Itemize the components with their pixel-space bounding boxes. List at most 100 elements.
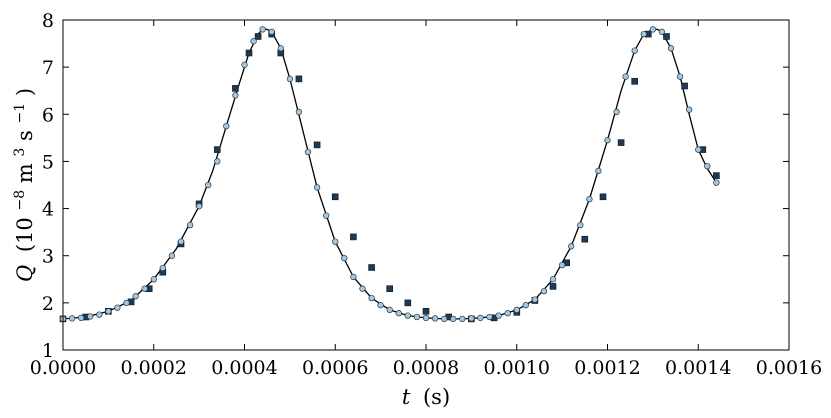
circle-marker (595, 167, 602, 175)
x-axis-unit: (s) (423, 385, 450, 409)
y-tick-label: 1 (42, 340, 54, 362)
square-marker (549, 283, 557, 290)
circle-marker (332, 238, 339, 245)
square-marker (617, 139, 625, 146)
plot-area (59, 26, 720, 323)
circle-marker (431, 315, 439, 322)
circle-marker (223, 122, 230, 130)
circle-marker (132, 293, 139, 300)
circle-marker (468, 315, 475, 322)
circle-marker (141, 285, 148, 292)
circle-marker (186, 221, 194, 229)
y-axis-symbol: Q (13, 265, 37, 282)
y-axis-label: Q (10 −8 m 3 s −1 ) (5, 88, 37, 282)
y-axis-unit-exp3: −1 (12, 103, 28, 124)
x-tick-label: 0.0012 (574, 357, 640, 379)
circle-marker (486, 313, 493, 321)
square-marker (713, 172, 720, 179)
circle-marker (368, 294, 375, 302)
y-tick-label: 2 (42, 293, 54, 315)
circle-marker (649, 26, 657, 33)
circle-marker (513, 306, 520, 314)
circle-marker (667, 45, 675, 52)
y-axis-unit-exp: −8 (12, 190, 28, 211)
circle-marker (522, 302, 529, 309)
circle-marker (631, 47, 638, 54)
circle-marker (232, 92, 239, 99)
circle-marker (586, 195, 593, 203)
circle-marker (68, 315, 76, 322)
circle-marker (395, 310, 402, 317)
y-tick-label: 8 (42, 10, 54, 32)
square-marker (214, 146, 221, 153)
y-tick-label: 5 (42, 151, 54, 173)
square-marker (350, 233, 357, 241)
y-axis-unit-end: ) (13, 88, 37, 96)
circle-marker (304, 148, 312, 156)
circle-marker (704, 162, 711, 170)
circle-marker (441, 315, 448, 323)
circle-marker (87, 313, 94, 320)
circle-marker (205, 181, 212, 189)
x-tick-label: 0.0014 (665, 357, 731, 379)
circle-marker (241, 61, 248, 68)
circle-marker (604, 137, 611, 144)
circle-marker (695, 146, 702, 153)
circle-marker (404, 312, 411, 319)
x-tick-label: 0.0006 (302, 357, 368, 379)
circle-marker (323, 212, 330, 219)
circle-marker (568, 243, 575, 250)
circle-marker (286, 75, 294, 83)
circle-marker (350, 273, 357, 281)
plot-frame (62, 19, 790, 351)
circle-marker (123, 299, 130, 307)
circle-marker (250, 38, 257, 45)
circle-marker (477, 314, 484, 322)
circle-marker (459, 315, 466, 323)
square-marker (631, 78, 639, 85)
circle-marker (549, 276, 557, 283)
circle-marker (531, 296, 539, 303)
circle-marker (159, 264, 166, 272)
circle-marker (495, 312, 502, 319)
circle-marker (577, 221, 584, 229)
square-marker (254, 33, 262, 40)
circle-marker (177, 238, 185, 245)
circle-marker (295, 108, 303, 116)
circle-marker (613, 108, 620, 116)
x-tick-label: 0.0016 (756, 357, 822, 379)
y-tick-label: 6 (42, 104, 54, 126)
circle-marker (150, 276, 157, 283)
circle-marker (622, 73, 629, 80)
square-marker (581, 235, 589, 243)
x-axis-symbol: t (402, 385, 411, 409)
y-axis-unit-mid: m (13, 163, 37, 183)
circle-marker (686, 106, 693, 113)
x-tick-label: 0.0002 (121, 357, 187, 379)
circle-marker (341, 254, 348, 262)
circle-marker (540, 287, 548, 295)
y-tick-label: 3 (42, 246, 54, 268)
circle-marker (313, 184, 321, 191)
circle-marker (658, 28, 666, 35)
circle-marker (422, 314, 430, 322)
circle-marker (268, 28, 275, 35)
circle-marker (96, 311, 103, 318)
square-marker (331, 193, 339, 201)
x-axis-label: t (s) (402, 385, 450, 409)
square-marker (422, 307, 430, 315)
circle-marker (676, 73, 684, 80)
circle-marker (504, 310, 511, 317)
circle-marker (78, 314, 85, 322)
circle-marker (413, 313, 421, 321)
y-axis-unit-exp2: 3 (12, 148, 28, 157)
square-marker (599, 193, 607, 201)
circle-marker (259, 26, 266, 33)
x-tick-label: 0.0010 (484, 357, 550, 379)
y-axis-unit-prefix: (10 (13, 217, 37, 252)
circle-marker (277, 45, 284, 52)
square-marker (404, 299, 412, 307)
square-marker (663, 33, 670, 40)
circle-marker (114, 304, 121, 311)
